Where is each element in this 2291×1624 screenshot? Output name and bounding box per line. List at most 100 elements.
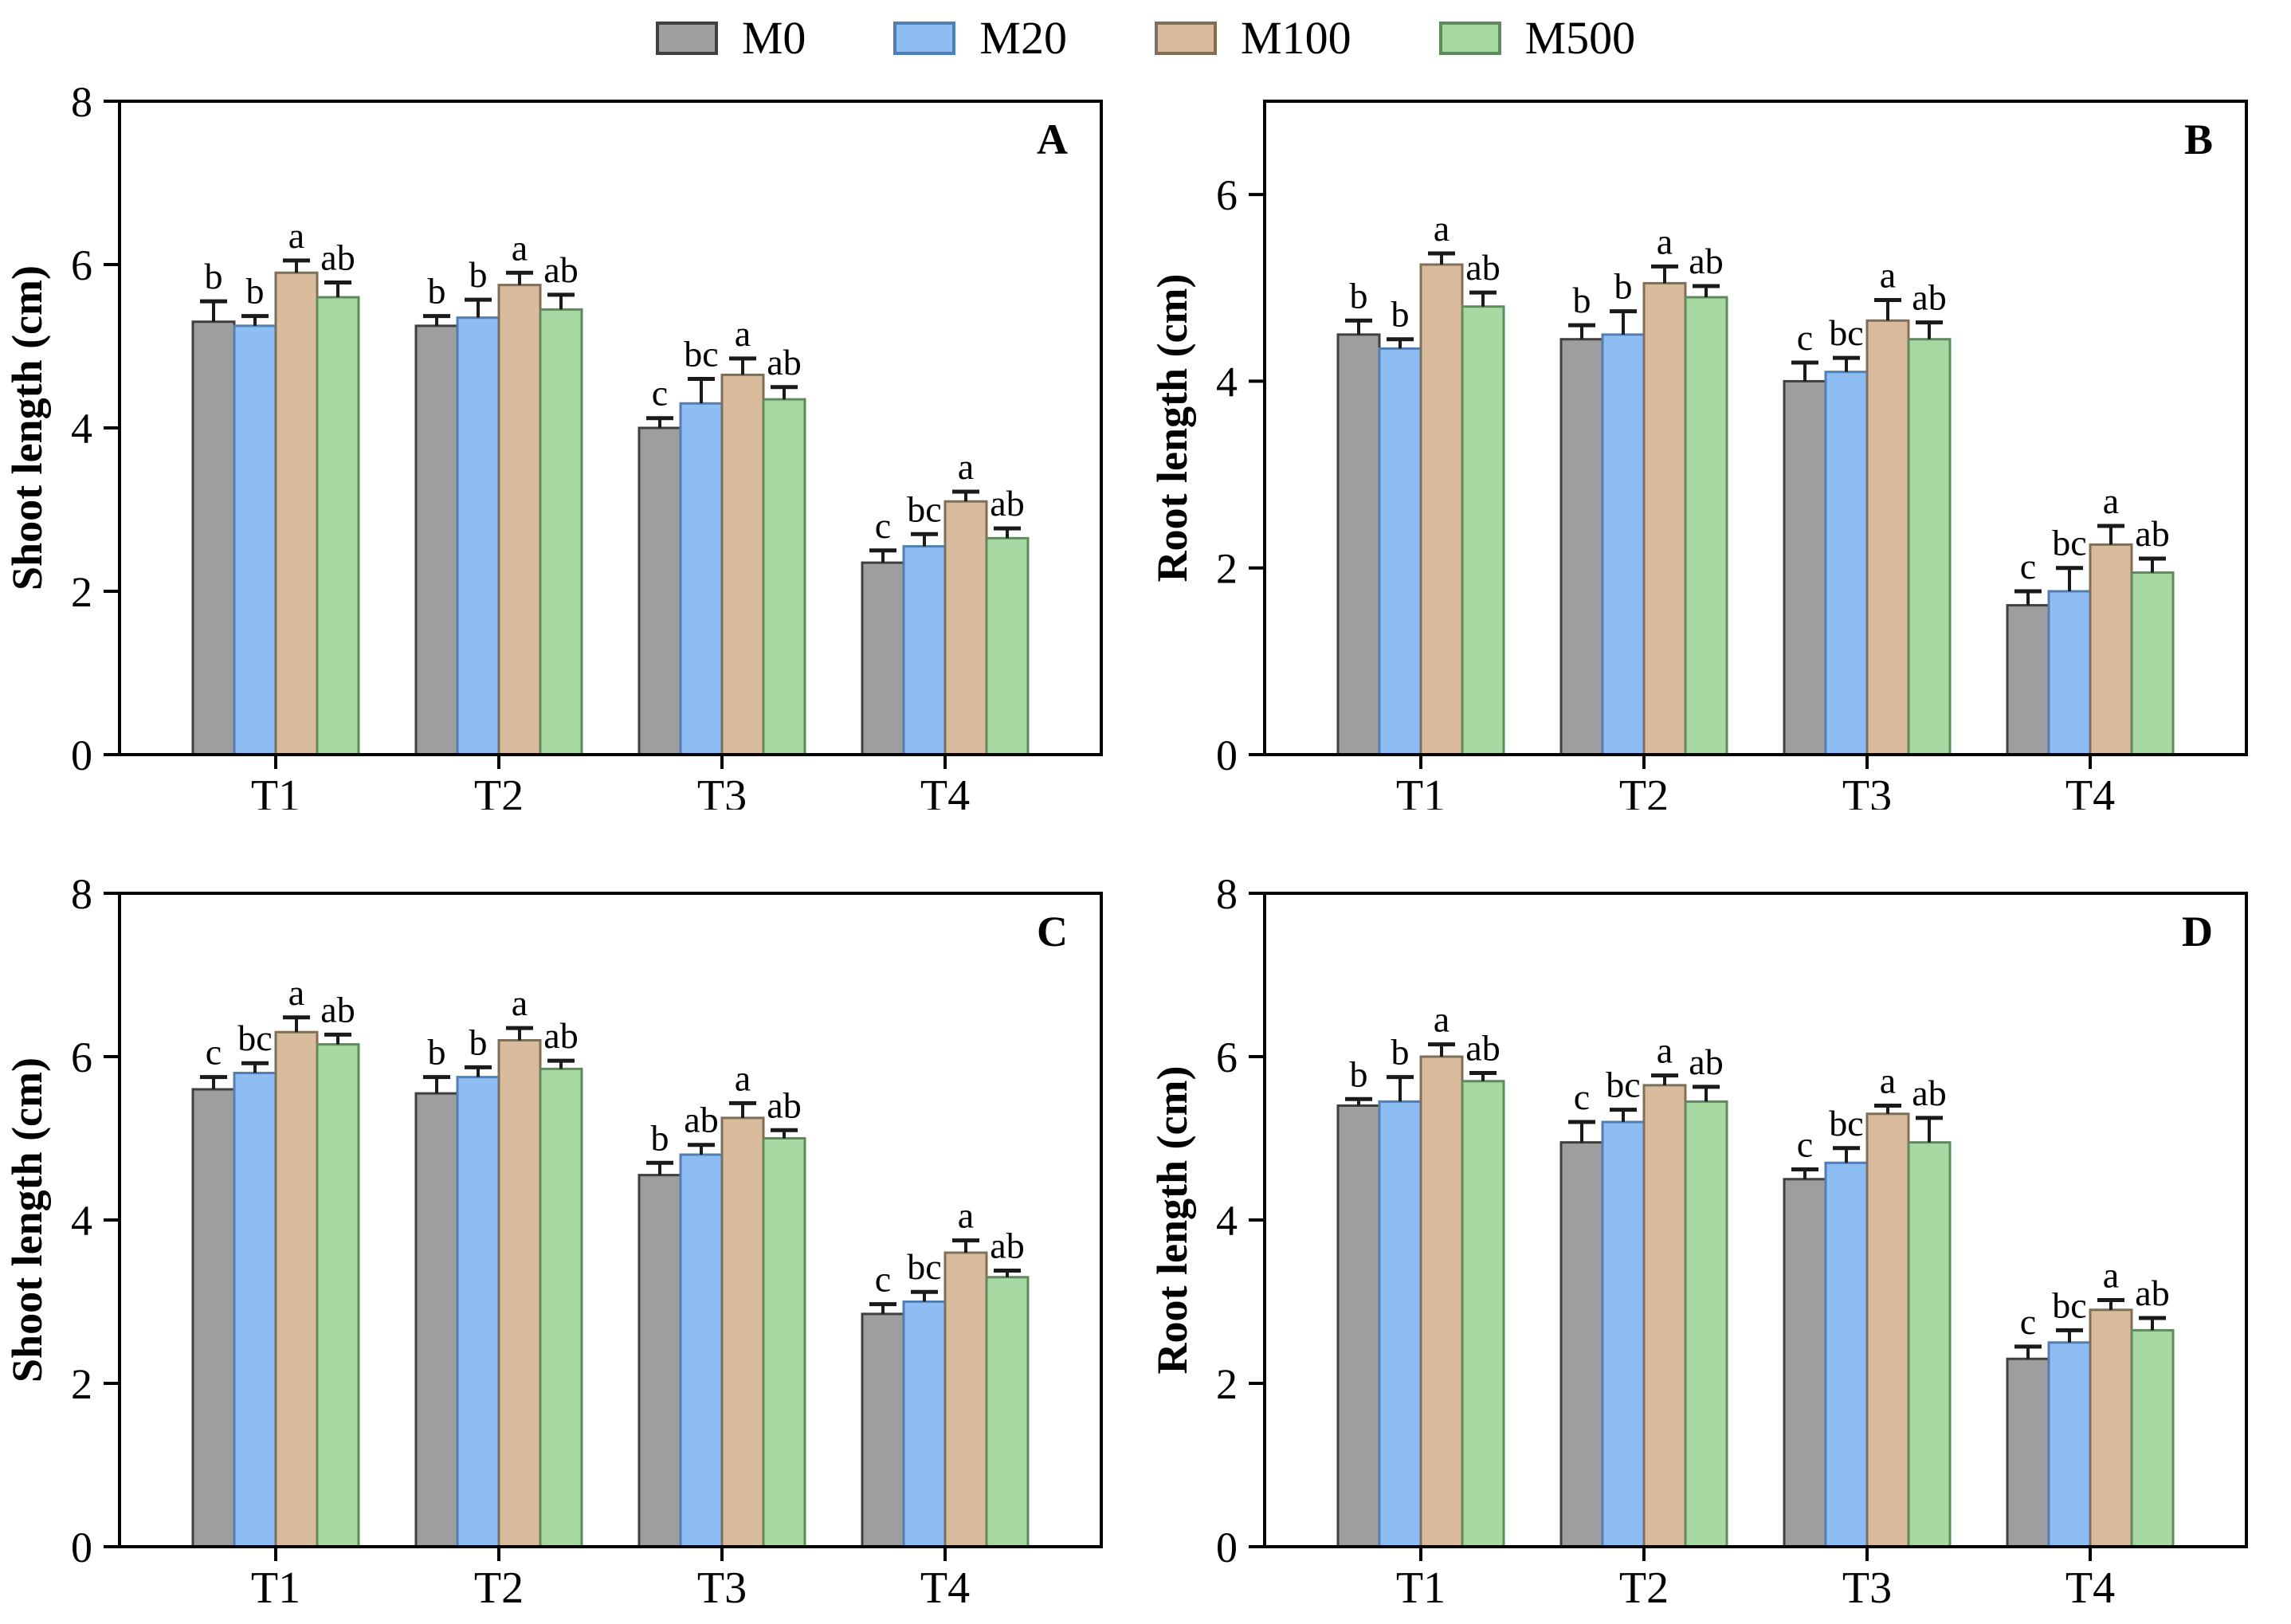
sig-letter: ab bbox=[2135, 1273, 2169, 1313]
bar-B-T1-M100 bbox=[1419, 263, 1464, 756]
sig-letter: ab bbox=[1689, 241, 1723, 281]
bar-A-T3-M20 bbox=[679, 402, 724, 756]
y-tick-label: 2 bbox=[71, 568, 92, 616]
sig-letter: b bbox=[1614, 266, 1633, 307]
bar-B-T1-M20 bbox=[1378, 347, 1422, 756]
y-axis-title: Shoot length (cm) bbox=[3, 265, 51, 590]
bar-D-T3-M0 bbox=[1783, 1178, 1827, 1548]
sig-letter: ab bbox=[767, 342, 801, 382]
sig-letter: c bbox=[1574, 1077, 1590, 1117]
bar-C-T4-M500 bbox=[985, 1276, 1030, 1548]
bar-D-T1-M100 bbox=[1419, 1055, 1464, 1548]
bar-D-T1-M20 bbox=[1378, 1100, 1422, 1548]
x-tick-label-T4: T4 bbox=[920, 1563, 970, 1613]
bar-D-T3-M20 bbox=[1824, 1161, 1869, 1548]
sig-letter: ab bbox=[1465, 247, 1500, 288]
bar-D-T2-M500 bbox=[1684, 1100, 1728, 1548]
x-tick-label-T2: T2 bbox=[474, 771, 524, 810]
x-tick-label-T3: T3 bbox=[1842, 771, 1892, 810]
bar-C-T1-M0 bbox=[191, 1088, 236, 1548]
bar-B-T2-M20 bbox=[1601, 333, 1646, 756]
y-tick-label: 4 bbox=[1216, 1197, 1238, 1245]
sig-letter: a bbox=[1657, 1030, 1673, 1071]
sig-letter: a bbox=[288, 215, 304, 256]
y-axis-title: Shoot length (cm) bbox=[3, 1057, 51, 1383]
x-tick-label-T1: T1 bbox=[1396, 1563, 1446, 1613]
bar-B-T2-M0 bbox=[1559, 338, 1604, 756]
legend-label: M0 bbox=[741, 12, 806, 64]
bar-A-T2-M20 bbox=[456, 316, 500, 756]
y-tick-label: 0 bbox=[1216, 732, 1238, 779]
sig-letter: bc bbox=[907, 488, 941, 529]
bar-B-T4-M100 bbox=[2089, 543, 2133, 756]
x-tick-label-T4: T4 bbox=[2065, 1563, 2115, 1613]
legend-swatch-M500 bbox=[1438, 22, 1501, 55]
legend-swatch-M20 bbox=[893, 22, 956, 55]
x-tick-label-T4: T4 bbox=[2065, 771, 2115, 810]
bar-B-T1-M500 bbox=[1461, 305, 1505, 756]
panel-C: c b b c bc b ab bc a a a a ab ab ab ab 0 2 4 6 8 T1 T2 T3 T4 Shoo… bbox=[0, 810, 1145, 1620]
sig-letter: b bbox=[1391, 1032, 1410, 1073]
bar-C-T3-M500 bbox=[762, 1137, 806, 1548]
sig-letter: bc bbox=[907, 1246, 941, 1287]
bar-B-T3-M0 bbox=[1783, 379, 1827, 756]
sig-letter: b bbox=[469, 1022, 488, 1062]
sig-letter: a bbox=[1880, 255, 1896, 296]
bar-A-T4-M100 bbox=[943, 500, 988, 756]
bar-B-T4-M0 bbox=[2006, 604, 2050, 756]
bar-D-T1-M0 bbox=[1336, 1104, 1381, 1548]
legend-swatch-M100 bbox=[1155, 22, 1217, 55]
bar-A-T4-M20 bbox=[902, 545, 947, 756]
sig-letter: ab bbox=[543, 1015, 578, 1056]
bar-C-T2-M500 bbox=[539, 1067, 583, 1548]
sig-letter: c bbox=[1797, 1124, 1813, 1164]
sig-letter: bc bbox=[1829, 1103, 1863, 1143]
bar-B-T3-M100 bbox=[1865, 319, 1910, 756]
bar-C-T2-M100 bbox=[497, 1039, 542, 1548]
x-tick-label-T3: T3 bbox=[1842, 1563, 1892, 1613]
bar-A-T3-M0 bbox=[637, 426, 682, 756]
y-tick-label: 4 bbox=[71, 405, 92, 453]
sig-letter: bc bbox=[1829, 312, 1863, 353]
bar-A-T1-M20 bbox=[233, 324, 277, 756]
sig-letter: ab bbox=[320, 989, 355, 1030]
bar-A-T3-M100 bbox=[720, 373, 765, 756]
bar-B-T2-M100 bbox=[1642, 281, 1687, 756]
y-tick-label: 0 bbox=[71, 732, 92, 779]
bar-B-T4-M500 bbox=[2130, 571, 2175, 756]
bar-D-T4-M500 bbox=[2130, 1328, 2175, 1548]
bar-B-T4-M20 bbox=[2047, 590, 2092, 756]
sig-letter: b bbox=[1391, 294, 1410, 335]
bar-B-T2-M500 bbox=[1684, 296, 1728, 756]
sig-letter: ab bbox=[543, 249, 578, 290]
bar-D-T4-M0 bbox=[2006, 1357, 2050, 1548]
bar-A-T3-M500 bbox=[762, 398, 806, 756]
y-tick-label: 2 bbox=[71, 1360, 92, 1408]
x-tick-label-T2: T2 bbox=[474, 1563, 524, 1613]
legend-item-M500: M500 bbox=[1438, 15, 1635, 61]
bar-D-T4-M20 bbox=[2047, 1341, 2092, 1548]
x-tick-label-T2: T2 bbox=[1619, 1563, 1669, 1613]
sig-letter: c bbox=[875, 1259, 891, 1300]
bar-B-T3-M500 bbox=[1907, 338, 1952, 756]
bar-D-T4-M100 bbox=[2089, 1308, 2133, 1548]
sig-letter: c bbox=[2020, 1301, 2036, 1342]
bar-C-T1-M500 bbox=[316, 1043, 360, 1548]
sig-letter: ab bbox=[1689, 1041, 1723, 1082]
y-tick-label: 2 bbox=[1216, 545, 1238, 593]
bar-C-T3-M20 bbox=[679, 1153, 724, 1548]
bar-C-T4-M20 bbox=[902, 1300, 947, 1548]
y-axis-title: Root length (cm) bbox=[1148, 1066, 1196, 1375]
bar-C-T3-M100 bbox=[720, 1116, 765, 1548]
sig-letter: a bbox=[512, 983, 528, 1023]
sig-letter: b bbox=[651, 1117, 669, 1158]
bar-A-T2-M100 bbox=[497, 284, 542, 756]
plot-box bbox=[1263, 100, 2248, 756]
bar-D-T2-M20 bbox=[1601, 1120, 1646, 1548]
sig-letter: ab bbox=[990, 483, 1024, 524]
